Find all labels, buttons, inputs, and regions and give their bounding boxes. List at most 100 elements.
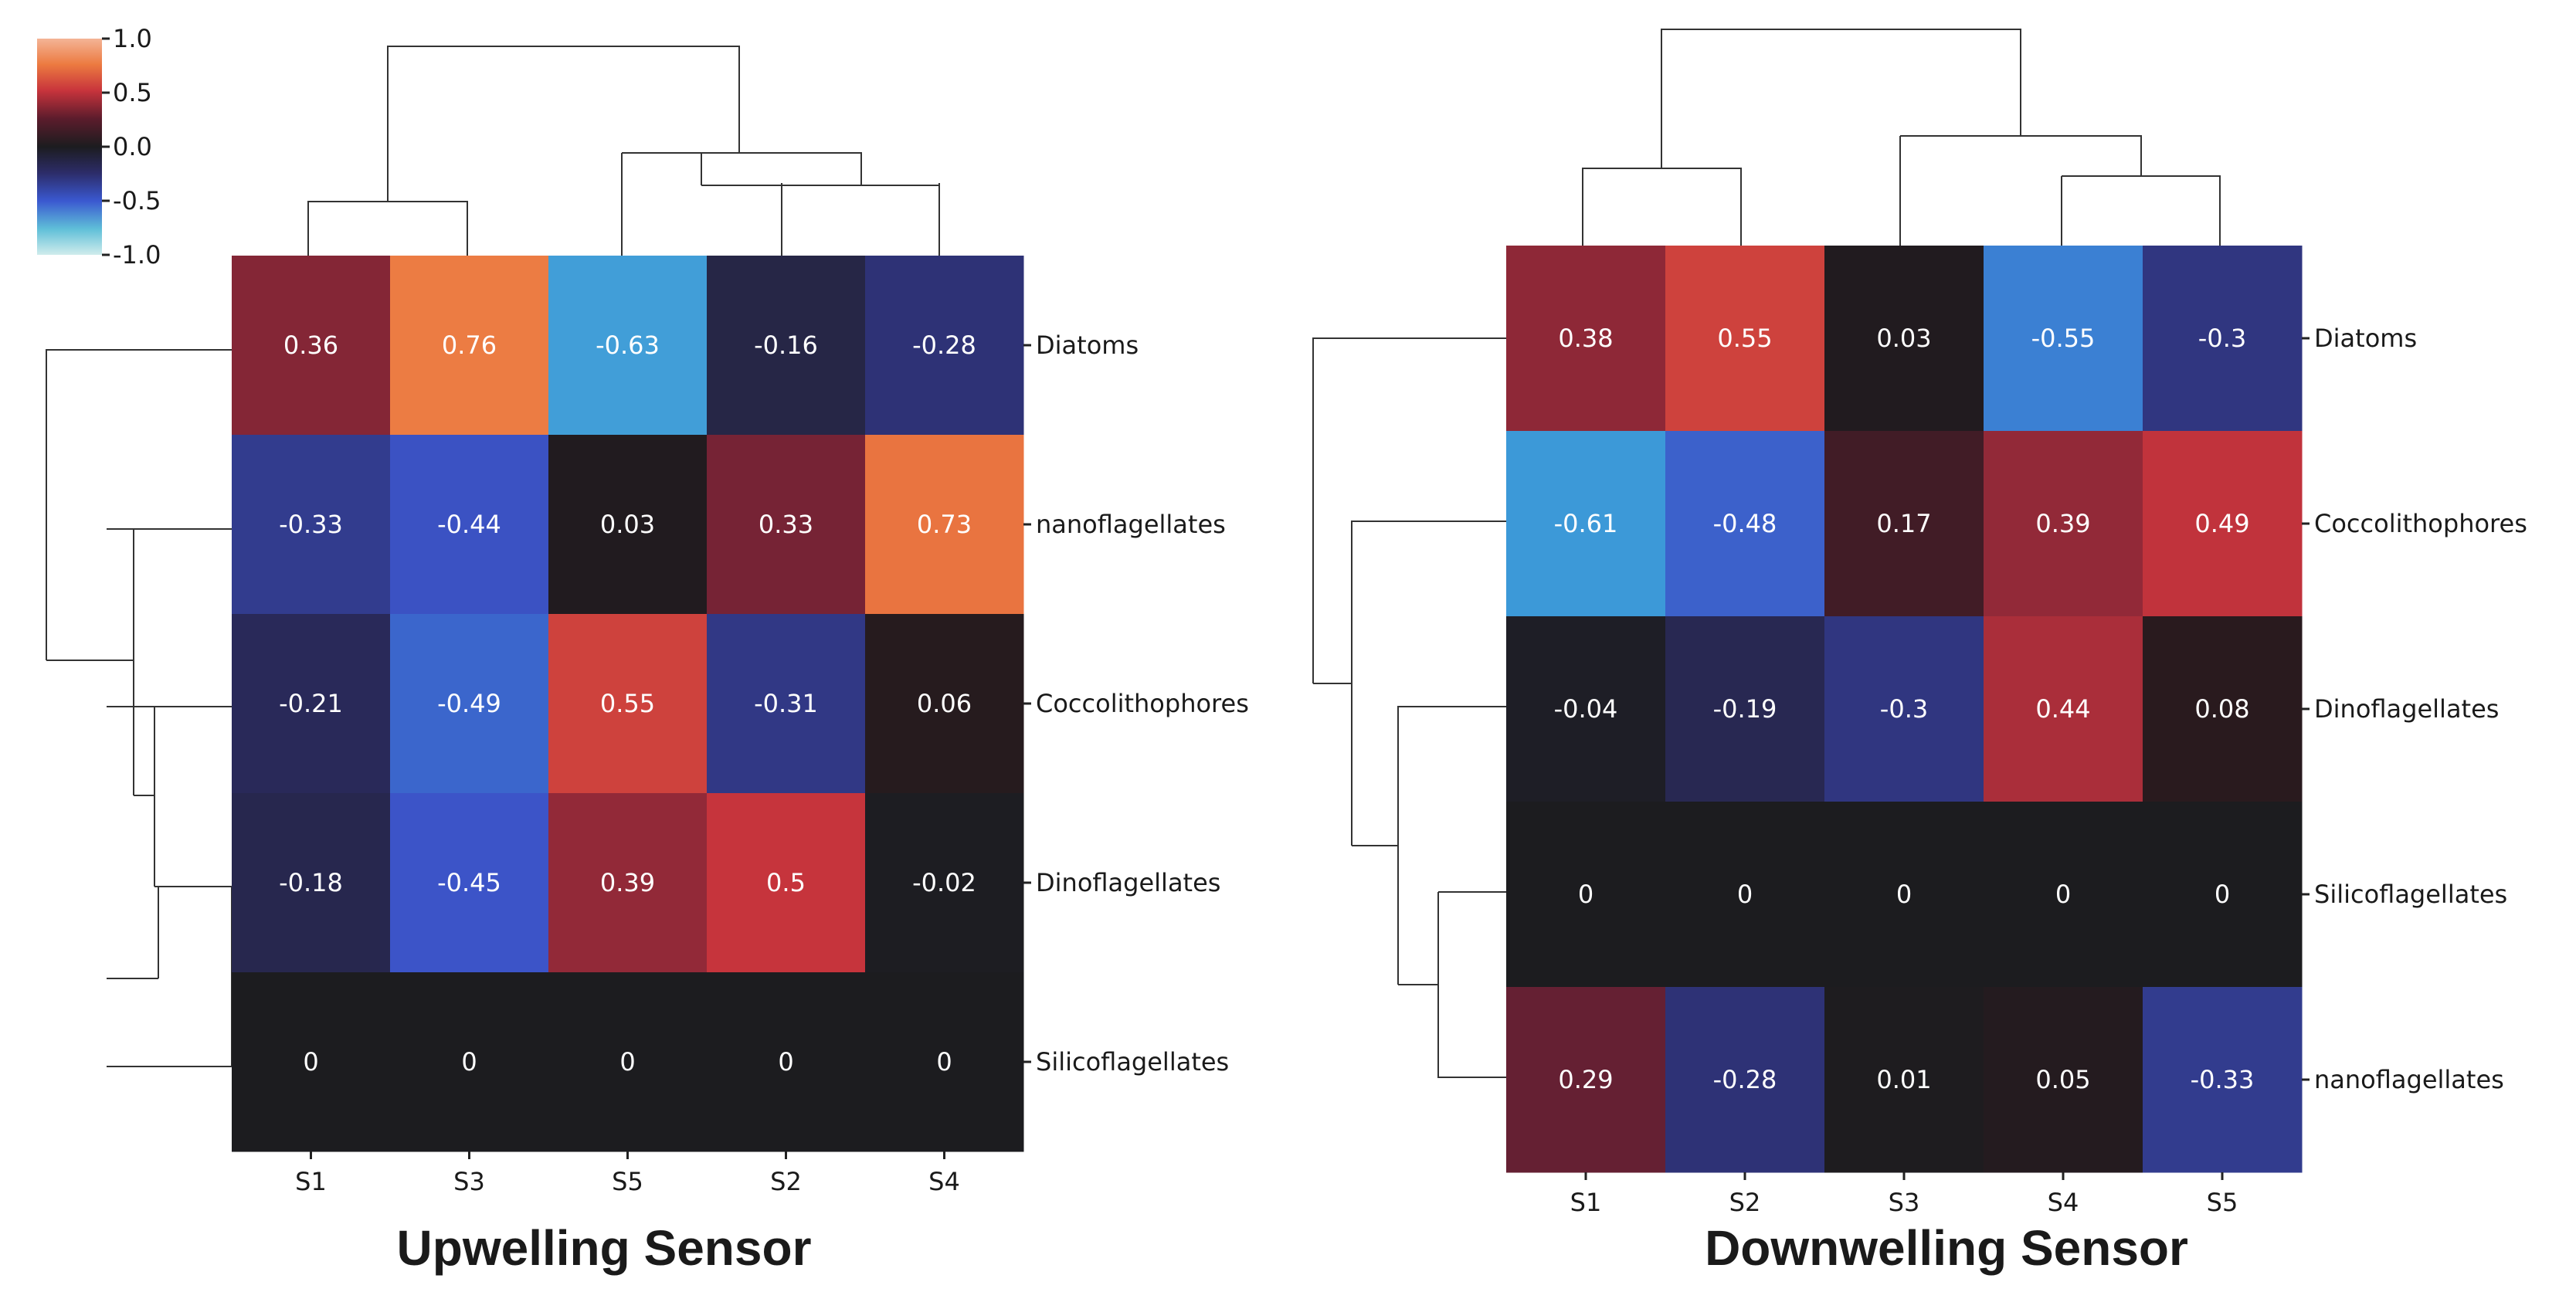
heatmap-cell — [865, 435, 1024, 615]
heatmap-cell-label: 0.55 — [600, 689, 655, 718]
row-label: Coccolithophores — [2314, 509, 2527, 538]
heatmap-cell-label: -0.18 — [279, 868, 343, 897]
heatmap-cell — [548, 435, 708, 615]
colorbar-tick-label: -0.5 — [113, 186, 161, 215]
row-label: nanoflagellates — [2314, 1065, 2504, 1094]
column-label: S2 — [770, 1167, 802, 1196]
heatmap-cell-label: 0.33 — [759, 510, 813, 539]
heatmap-cell-label: 0.73 — [917, 510, 972, 539]
column-label: S3 — [1889, 1188, 1920, 1217]
heatmap-cell-label: 0 — [2215, 880, 2230, 909]
heatmap-cell-label: -0.3 — [1880, 694, 1928, 724]
heatmap-cell-label: 0.55 — [1717, 324, 1772, 353]
heatmap-cell-label: 0.36 — [283, 331, 338, 360]
heatmap-cell-label: 0 — [1578, 880, 1593, 909]
upwelling-row-dendrogram — [46, 349, 232, 1067]
heatmap-cell — [707, 972, 866, 1152]
heatmap-cell-label: 0.29 — [1558, 1065, 1613, 1094]
column-label: S1 — [1570, 1188, 1602, 1217]
downwelling-row-dendrogram — [1312, 337, 1506, 1078]
heatmap-cell-label: 0.39 — [600, 868, 655, 897]
heatmap-cell — [232, 793, 391, 973]
heatmap-cell — [1824, 987, 1984, 1173]
heatmap-cell — [1665, 431, 1825, 617]
downwelling-heatmap: 0.38 0.55 0.03 -0.55 -0.3 -0.61 -0.48 0.17 0.39 0… — [1312, 29, 2527, 1276]
heatmap-cell — [1824, 431, 1984, 617]
heatmap-cell — [1506, 802, 1666, 988]
colorbar: 1.0 0.5 0.0 -0.5 -1.0 — [37, 24, 161, 270]
heatmap-cell — [1665, 802, 1825, 988]
heatmap-cell-label: 0.17 — [1876, 509, 1931, 538]
upwelling-cells: 0.36 0.76 -0.63 -0.16 -0.28 -0.33 -0.44 0.03 0.3… — [232, 256, 1024, 1152]
heatmap-cell — [390, 256, 549, 436]
column-label: S5 — [2207, 1188, 2238, 1217]
heatmap-cell — [2143, 987, 2303, 1173]
heatmap-cell-label: -0.28 — [912, 331, 976, 360]
heatmap-cell-label: -0.63 — [596, 331, 660, 360]
downwelling-col-dendrogram — [1582, 29, 2221, 246]
downwelling-column-labels: S1 S2 S3 S4 S5 — [1570, 1172, 2238, 1217]
heatmap-cell — [1506, 616, 1666, 802]
heatmap-cell-label: 0.38 — [1558, 324, 1613, 353]
heatmap-cell — [707, 793, 866, 973]
heatmap-cell-label: -0.16 — [754, 331, 818, 360]
heatmap-cell — [1665, 246, 1825, 432]
row-label: Silicoflagellates — [1036, 1047, 1229, 1077]
heatmap-cell — [1984, 802, 2143, 988]
heatmap-cell-label: 0 — [619, 1047, 635, 1077]
colorbar-tick-label: 0.0 — [113, 132, 152, 161]
upwelling-row-labels: Diatoms nanoflagellates Coccolithophores Di… — [1023, 331, 1249, 1077]
heatmap-cell-label: 0 — [1896, 880, 1912, 909]
heatmap-cell-label: -0.45 — [437, 868, 501, 897]
row-label: nanoflagellates — [1036, 510, 1226, 539]
heatmap-cell — [2143, 802, 2303, 988]
downwelling-title: Downwelling Sensor — [1705, 1220, 2188, 1276]
heatmap-cell — [548, 614, 708, 794]
heatmap-cell-label: 0.39 — [2035, 509, 2090, 538]
row-label: Coccolithophores — [1036, 689, 1249, 718]
heatmap-cell — [390, 793, 549, 973]
column-label: S3 — [453, 1167, 485, 1196]
heatmap-cell-label: -0.61 — [1554, 509, 1618, 538]
row-label: Dinoflagellates — [2314, 694, 2499, 724]
heatmap-cell — [1984, 987, 2143, 1173]
heatmap-cell-label: -0.31 — [754, 689, 818, 718]
column-label: S1 — [295, 1167, 327, 1196]
heatmap-cell — [865, 972, 1024, 1152]
heatmap-cell — [1506, 431, 1666, 617]
heatmap-cell — [707, 614, 866, 794]
heatmap-cell-label: -0.33 — [2191, 1065, 2255, 1094]
heatmap-cell — [390, 972, 549, 1152]
heatmap-cell — [390, 435, 549, 615]
heatmap-cell — [1506, 246, 1666, 432]
heatmap-cell — [390, 614, 549, 794]
heatmap-cell — [232, 435, 391, 615]
heatmap-cell — [232, 614, 391, 794]
heatmap-cell — [232, 972, 391, 1152]
heatmap-cell — [865, 793, 1024, 973]
column-label: S4 — [2048, 1188, 2079, 1217]
heatmap-cell — [1506, 987, 1666, 1173]
heatmap-cell-label: 0.01 — [1876, 1065, 1931, 1094]
heatmap-cell-label: 0.05 — [2035, 1065, 2090, 1094]
heatmap-cell-label: 0 — [778, 1047, 793, 1077]
heatmap-cell-label: 0 — [303, 1047, 318, 1077]
heatmap-cell-label: -0.19 — [1713, 694, 1777, 724]
heatmap-cell-label: 0.06 — [917, 689, 972, 718]
upwelling-column-labels: S1 S3 S5 S2 S4 — [295, 1151, 960, 1196]
downwelling-cells: 0.38 0.55 0.03 -0.55 -0.3 -0.61 -0.48 0.17 0.39 0… — [1506, 246, 2303, 1173]
colorbar-tick-label: 0.5 — [113, 78, 152, 107]
upwelling-heatmap: 0.36 0.76 -0.63 -0.16 -0.28 -0.33 -0.44 0.03 0.3… — [46, 46, 1249, 1276]
heatmap-cell — [548, 972, 708, 1152]
heatmap-cell-label: 0.44 — [2035, 694, 2090, 724]
upwelling-col-dendrogram — [307, 46, 940, 256]
heatmap-cell — [1824, 246, 1984, 432]
heatmap-cell-label: 0.08 — [2194, 694, 2249, 724]
heatmap-cell — [2143, 246, 2303, 432]
column-label: S5 — [612, 1167, 643, 1196]
column-label: S2 — [1729, 1188, 1761, 1217]
heatmap-cell-label: 0.76 — [442, 331, 497, 360]
heatmap-cell — [707, 435, 866, 615]
row-label: Diatoms — [2314, 324, 2417, 353]
